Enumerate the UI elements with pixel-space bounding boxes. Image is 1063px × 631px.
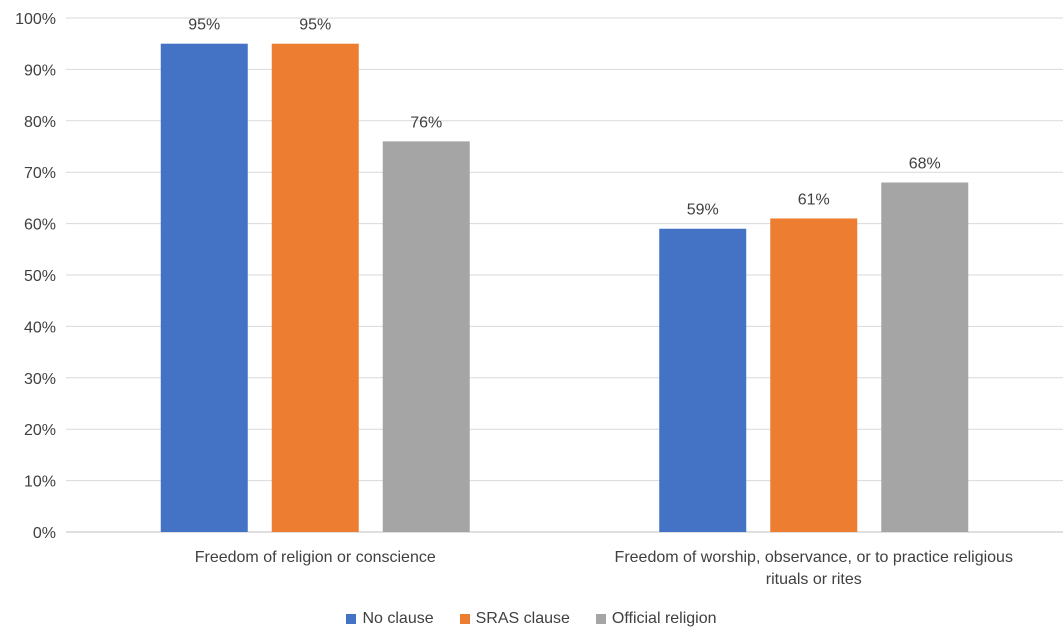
data-label: 59% xyxy=(687,202,719,219)
bar-no-clause xyxy=(160,43,248,532)
bar-official-religion xyxy=(881,182,969,533)
bar-no-clause xyxy=(659,228,747,533)
y-tick-label: 0% xyxy=(33,525,56,542)
legend: No clause SRAS clause Official religion xyxy=(0,610,1063,628)
legend-swatch-sras-clause xyxy=(459,614,470,624)
legend-swatch-no-clause xyxy=(346,614,357,624)
data-labels: 95% 95% 76% 59% 61% 68% xyxy=(188,17,941,219)
data-label: 76% xyxy=(410,114,442,131)
bar-sras-clause xyxy=(770,218,858,532)
y-tick-label: 30% xyxy=(24,371,56,388)
x-axis-category-labels: Freedom of religion or conscience Freedom… xyxy=(195,549,1013,588)
y-tick-label: 50% xyxy=(24,268,56,285)
legend-label-no-clause: No clause xyxy=(362,610,434,627)
y-axis-tick-labels: 0% 10% 20% 30% 40% 50% 60% 70% 80% 90% 100% xyxy=(15,11,56,542)
bars xyxy=(160,43,969,533)
data-label: 61% xyxy=(798,191,830,208)
y-tick-label: 80% xyxy=(24,114,56,131)
legend-item-sras-clause: SRAS clause xyxy=(459,610,570,628)
y-tick-label: 10% xyxy=(24,474,56,491)
x-category-label: rituals or rites xyxy=(766,571,862,588)
legend-item-no-clause: No clause xyxy=(346,610,434,628)
bar-chart: 0%10%20%30%40%50%60%70%80%90%100% 95% 95%… xyxy=(15,11,1063,588)
x-category-label: Freedom of worship, observance, or to pr… xyxy=(615,549,1013,566)
data-label: 95% xyxy=(188,17,220,34)
data-label: 95% xyxy=(299,17,331,34)
y-tick-label: 100% xyxy=(15,11,56,28)
data-label: 68% xyxy=(909,155,941,172)
x-category-label: Freedom of religion or conscience xyxy=(195,549,436,566)
bar-sras-clause xyxy=(271,43,359,532)
y-tick-label: 20% xyxy=(24,422,56,439)
y-tick-label: 60% xyxy=(24,217,56,234)
bar-official-religion xyxy=(382,141,470,533)
y-tick-label: 70% xyxy=(24,165,56,182)
legend-swatch-official-religion xyxy=(595,614,606,624)
legend-item-official-religion: Official religion xyxy=(595,610,717,628)
y-tick-label: 40% xyxy=(24,319,56,336)
legend-label-sras-clause: SRAS clause xyxy=(475,610,570,627)
y-tick-label: 90% xyxy=(24,62,56,79)
legend-label-official-religion: Official religion xyxy=(611,610,717,627)
